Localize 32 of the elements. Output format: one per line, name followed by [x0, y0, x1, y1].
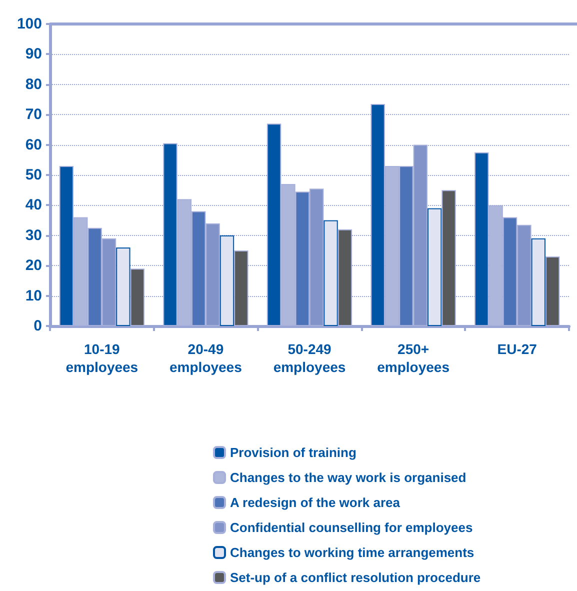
bar	[338, 229, 352, 326]
bar	[427, 208, 442, 326]
y-tick-label: 70	[25, 106, 42, 124]
x-tick-label: 50-249 employees	[273, 341, 346, 375]
bar	[220, 235, 234, 326]
y-tick-label: 30	[25, 226, 42, 244]
x-tick-label: 10-19 employees	[66, 341, 138, 375]
legend-label: A redesign of the work area	[230, 495, 401, 510]
legend-label: Provision of training	[230, 445, 356, 460]
y-tick-label: 80	[25, 76, 42, 93]
bar	[545, 256, 560, 326]
bar	[324, 220, 338, 326]
x-tick-label: EU-27	[497, 341, 538, 357]
y-tick-label: 50	[25, 166, 42, 184]
bar	[442, 190, 456, 326]
bar	[116, 247, 130, 326]
y-tick-label: 10	[25, 287, 42, 304]
y-tick-label: 20	[25, 257, 42, 274]
y-tick-label: 90	[25, 46, 42, 63]
bar	[531, 238, 546, 326]
y-tick-label: 40	[25, 196, 42, 214]
y-tick-label: 60	[25, 136, 42, 154]
x-tick-label: 250+ employees	[377, 341, 450, 375]
legend-label: Changes to the way work is organised	[230, 470, 466, 485]
y-tick-label: 100	[16, 16, 42, 32]
legend-label: Confidential counselling for employees	[230, 520, 473, 535]
legend-label: Changes to working time arrangements	[230, 545, 474, 560]
legend-label: Set-up of a conflict resolution procedure	[230, 570, 481, 585]
bar	[234, 250, 248, 326]
y-tick-label: 0	[34, 318, 42, 334]
bar	[130, 268, 144, 326]
x-tick-label: 20-49 employees	[170, 341, 242, 375]
